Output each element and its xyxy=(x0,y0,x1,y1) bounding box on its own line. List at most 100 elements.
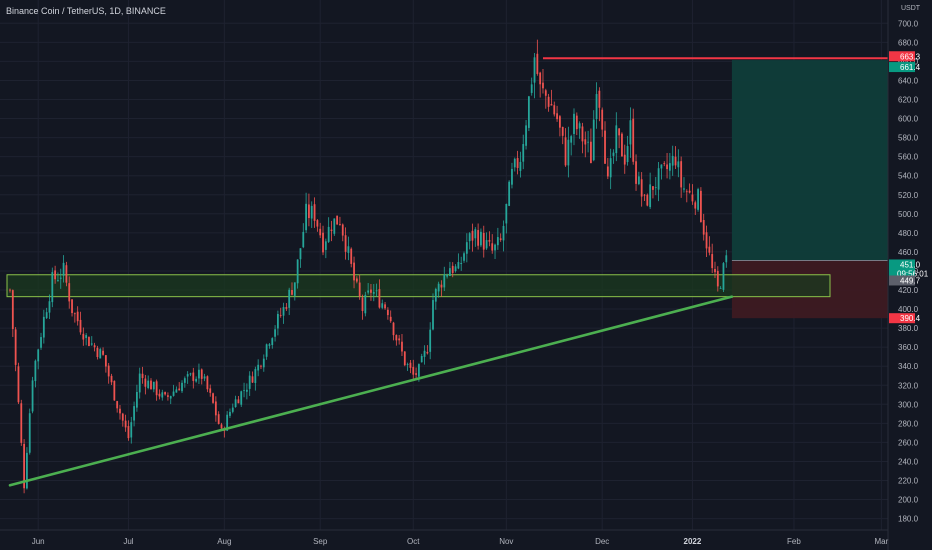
candle-body xyxy=(23,443,25,489)
candle-body xyxy=(51,272,54,303)
candle-body xyxy=(451,265,454,273)
candle-countdown: 09:56:01 xyxy=(897,269,929,278)
price-tag-value: 661.4 xyxy=(900,63,921,72)
price-tag-value: 451.0 xyxy=(900,260,921,269)
candle-body xyxy=(198,369,200,379)
candle-body xyxy=(621,133,623,157)
candle-body xyxy=(378,289,381,308)
candle-body xyxy=(62,262,65,276)
x-tick-label: Sep xyxy=(313,537,328,546)
candle-body xyxy=(54,270,57,280)
candle-body xyxy=(124,420,127,428)
candle-body xyxy=(48,301,51,313)
candle-body xyxy=(172,391,175,396)
candle-body xyxy=(513,158,516,168)
candle-body xyxy=(485,240,488,249)
candle-body xyxy=(592,119,595,161)
support-zone[interactable] xyxy=(6,274,831,298)
candle-body xyxy=(203,376,206,379)
candle-body xyxy=(688,190,691,193)
candle-body xyxy=(220,424,223,429)
y-tick-label: 620.0 xyxy=(898,96,919,105)
ascending-trendline[interactable] xyxy=(8,295,734,487)
candle-body xyxy=(316,220,319,227)
candle-body xyxy=(434,289,437,302)
candle-body xyxy=(564,137,567,166)
candle-body xyxy=(685,191,688,193)
candle-body xyxy=(539,72,542,85)
time-axis[interactable]: Jun Jul Aug Sep Oct Nov Dec 2022 Feb Mar xyxy=(32,537,889,546)
candle-body xyxy=(463,253,465,261)
candle-body xyxy=(14,329,17,365)
x-tick-label: Aug xyxy=(217,537,231,546)
candle-body xyxy=(293,282,296,296)
candle-body xyxy=(372,292,375,294)
candle-body xyxy=(361,297,364,311)
annotation-zones xyxy=(6,60,888,319)
candle-body xyxy=(612,152,615,156)
candle-body xyxy=(694,202,697,209)
candle-body xyxy=(355,278,358,282)
candle-body xyxy=(702,220,705,235)
y-tick-label: 700.0 xyxy=(898,19,919,28)
candle-body xyxy=(288,289,291,308)
candle-body xyxy=(573,113,575,134)
x-tick-label: Mar xyxy=(874,537,888,546)
candle-body xyxy=(291,290,293,295)
candle-body xyxy=(502,225,505,241)
candle-body xyxy=(141,373,144,379)
candle-body xyxy=(245,389,248,392)
candle-body xyxy=(705,232,708,249)
x-tick-label: 2022 xyxy=(684,537,702,546)
candle-body xyxy=(392,322,395,336)
candle-body xyxy=(257,364,260,371)
candle-body xyxy=(553,105,556,115)
profit-zone[interactable] xyxy=(731,60,888,261)
x-tick-label: Jun xyxy=(32,537,45,546)
candle-body xyxy=(443,274,446,288)
candle-body xyxy=(668,163,671,171)
candle-body xyxy=(542,82,544,89)
candle-body xyxy=(26,452,28,489)
candle-body xyxy=(234,399,237,408)
candle-body xyxy=(556,113,558,120)
candle-body xyxy=(240,391,243,405)
candle-body xyxy=(680,161,683,188)
candle-body xyxy=(725,255,728,263)
y-tick-label: 200.0 xyxy=(898,496,919,505)
x-tick-label: Oct xyxy=(407,537,420,546)
candle-body xyxy=(226,414,229,431)
y-tick-label: 360.0 xyxy=(898,343,919,352)
candle-body xyxy=(460,262,463,265)
candle-body xyxy=(274,329,276,337)
candle-body xyxy=(138,373,141,393)
candle-body xyxy=(714,268,716,273)
candle-body xyxy=(527,96,530,128)
candle-body xyxy=(601,109,604,130)
candle-body xyxy=(403,351,406,366)
candle-body xyxy=(57,280,59,281)
candle-body xyxy=(28,413,31,453)
candle-body xyxy=(99,349,102,359)
candle-body xyxy=(626,146,629,163)
candle-body xyxy=(308,204,310,219)
candle-body xyxy=(169,396,172,399)
candle-body xyxy=(34,360,37,382)
candle-body xyxy=(167,395,169,397)
candle-body xyxy=(296,259,299,284)
candle-body xyxy=(347,246,350,253)
candle-body xyxy=(206,376,209,390)
candle-body xyxy=(700,190,702,222)
candle-body xyxy=(367,290,370,293)
y-tick-label: 280.0 xyxy=(898,419,919,428)
candle-body xyxy=(322,232,324,253)
candle-body xyxy=(229,411,231,416)
y-tick-label: 460.0 xyxy=(898,248,919,257)
candle-body xyxy=(152,381,155,390)
candle-body xyxy=(136,392,138,408)
candle-body xyxy=(384,304,386,309)
candle-body xyxy=(401,341,403,352)
candle-body xyxy=(350,248,353,264)
